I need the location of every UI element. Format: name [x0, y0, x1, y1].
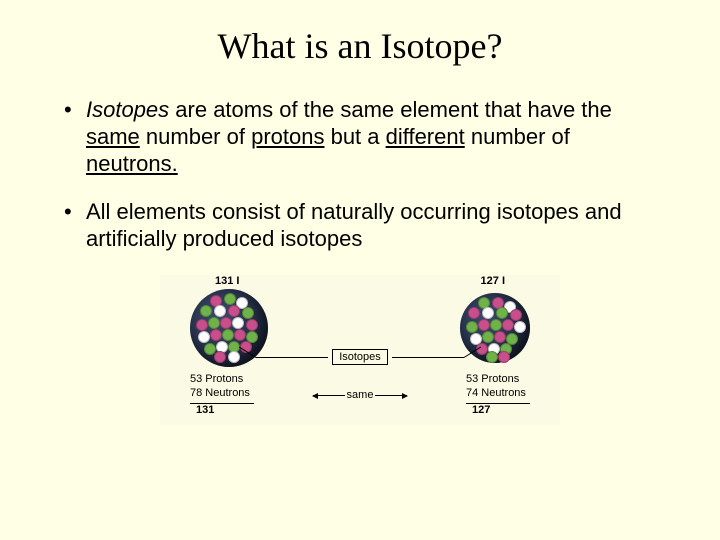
arrow-left-icon	[313, 395, 345, 396]
nucleon-dot	[228, 351, 240, 363]
text-run: number of	[140, 124, 251, 149]
nucleon-dot	[228, 305, 240, 317]
nucleon-dot	[214, 351, 226, 363]
bullet-item: Isotopes are atoms of the same element t…	[60, 97, 660, 177]
nuclei-row	[160, 287, 560, 367]
nucleon-dot	[468, 307, 480, 319]
nucleon-dot	[486, 351, 498, 363]
text-run: neutrons.	[86, 151, 178, 176]
same-label: same	[347, 389, 374, 401]
nucleon-dot	[242, 307, 254, 319]
nucleon-dot	[232, 317, 244, 329]
left-info: 53 Protons 78 Neutrons 131	[190, 373, 254, 417]
text-run: different	[386, 124, 465, 149]
left-protons: 53 Protons	[190, 373, 254, 387]
label-top-right: 127 I	[481, 275, 505, 287]
nucleon-dot	[502, 319, 514, 331]
right-protons: 53 Protons	[466, 373, 530, 387]
text-run: protons	[251, 124, 324, 149]
connector-line-left	[256, 357, 328, 358]
diagram-top-labels: 131 I 127 I	[160, 275, 560, 287]
diagram-wrap: 131 I 127 I Isotopes 53 Protons 78 Neutr…	[40, 275, 680, 425]
nucleon-dot	[482, 307, 494, 319]
nucleon-dot	[200, 305, 212, 317]
nucleon-dot	[496, 307, 508, 319]
text-run: same	[86, 124, 140, 149]
right-info: 53 Protons 74 Neutrons 127	[466, 373, 530, 417]
text-run: are atoms of the same element that have …	[169, 97, 612, 122]
slide-title: What is an Isotope?	[40, 25, 680, 67]
bullet-item: All elements consist of naturally occurr…	[60, 199, 660, 253]
nucleon-dot	[494, 331, 506, 343]
label-top-left: 131 I	[215, 275, 239, 287]
nucleon-dot	[224, 293, 236, 305]
left-neutrons: 78 Neutrons	[190, 387, 254, 401]
arrow-right-icon	[375, 395, 407, 396]
nucleon-dot	[482, 331, 494, 343]
text-run: Isotopes	[86, 97, 169, 122]
left-mass: 131	[190, 404, 254, 418]
nucleon-dot	[210, 329, 222, 341]
nucleon-dot	[198, 331, 210, 343]
right-neutrons: 74 Neutrons	[466, 387, 530, 401]
nucleon-dot	[466, 321, 478, 333]
same-arrow: same	[347, 389, 374, 401]
nucleon-dot	[478, 319, 490, 331]
nucleon-dot	[222, 329, 234, 341]
nucleon-dot	[234, 329, 246, 341]
nucleon-dot	[196, 319, 208, 331]
bullet-list: Isotopes are atoms of the same element t…	[60, 97, 660, 253]
nucleon-dot	[490, 319, 502, 331]
nucleon-dot	[510, 309, 522, 321]
nucleus-left	[190, 289, 268, 367]
nucleon-dot	[220, 317, 232, 329]
nucleon-dot	[514, 321, 526, 333]
text-run: number of	[465, 124, 570, 149]
diagram-bottom-row: 53 Protons 78 Neutrons 131 same 53 Proto…	[160, 369, 560, 425]
nucleon-dot	[498, 351, 510, 363]
connector-line-right	[392, 357, 464, 358]
nucleon-dot	[208, 317, 220, 329]
isotope-diagram: 131 I 127 I Isotopes 53 Protons 78 Neutr…	[160, 275, 560, 425]
slide-container: What is an Isotope? Isotopes are atoms o…	[0, 0, 720, 425]
nucleon-dot	[246, 319, 258, 331]
text-run: but a	[324, 124, 385, 149]
nucleon-dot	[214, 305, 226, 317]
right-mass: 127	[466, 404, 530, 418]
text-run: All elements consist of naturally occurr…	[86, 199, 622, 251]
